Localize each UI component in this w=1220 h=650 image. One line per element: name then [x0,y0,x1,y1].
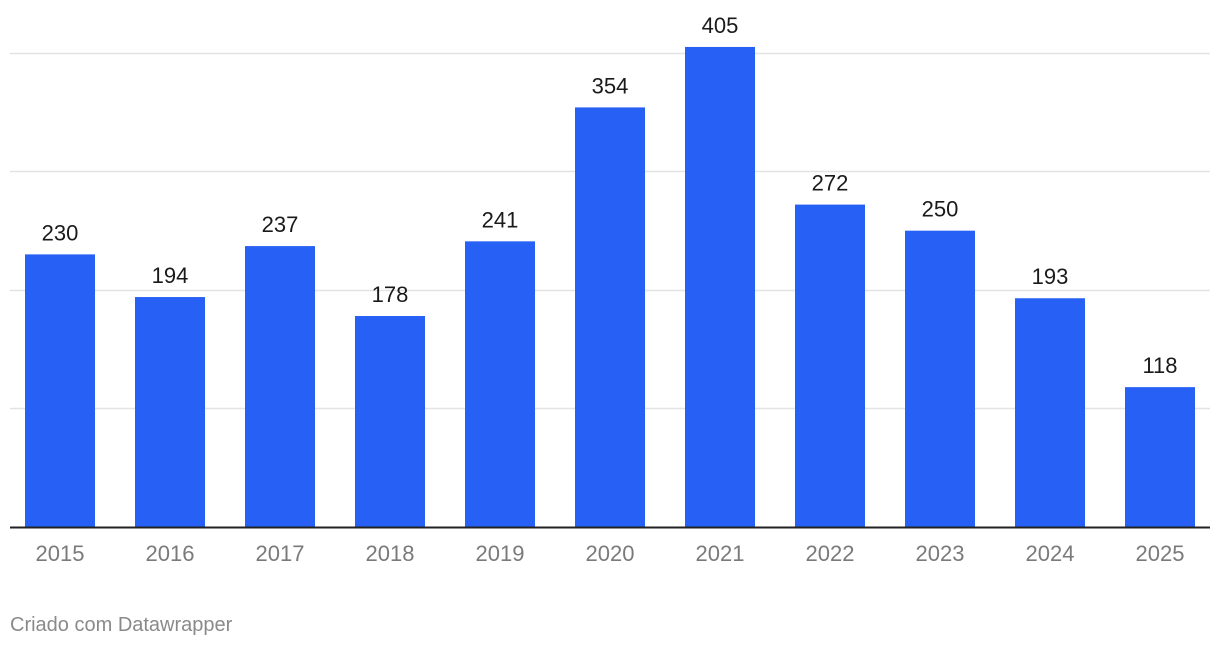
data-label-2023: 250 [922,197,959,222]
x-tick-label-2017: 2017 [256,541,305,566]
x-tick-label-2015: 2015 [36,541,85,566]
bar-2018 [355,316,425,527]
bar-2017 [245,246,315,527]
x-tick-label-2022: 2022 [806,541,855,566]
data-label-2024: 193 [1032,264,1069,289]
bar-2016 [135,297,205,527]
x-tick-label-2018: 2018 [366,541,415,566]
bar-2020 [575,107,645,527]
x-tick-label-2020: 2020 [586,541,635,566]
data-labels: 230 194 237 178 241 354 405 272 250 193 118 [42,13,1178,378]
bar-2023 [905,230,975,528]
datawrapper-credit: Criado com Datawrapper [10,614,233,636]
x-tick-label-2016: 2016 [146,541,195,566]
x-axis-tick-labels: 2015 2016 2017 2018 2019 2020 2021 2022 2023 2024… [36,541,1185,566]
bars [25,46,1195,528]
bar-2024 [1015,298,1085,527]
x-tick-label-2024: 2024 [1026,541,1075,566]
data-label-2015: 230 [42,220,79,245]
data-label-2020: 354 [592,73,629,98]
data-label-2021: 405 [702,13,739,38]
data-label-2025: 118 [1142,353,1177,378]
data-label-2022: 272 [812,171,849,196]
x-tick-label-2023: 2023 [916,541,965,566]
bar-2025 [1125,387,1195,527]
bar-2015 [25,254,95,528]
x-tick-label-2019: 2019 [476,541,525,566]
data-label-2018: 178 [372,282,409,307]
data-label-2017: 237 [262,212,299,237]
bar-2021 [685,46,755,528]
bar-2019 [465,241,535,527]
bar-2022 [795,204,865,528]
x-tick-label-2025: 2025 [1136,541,1185,566]
data-label-2019: 241 [482,207,519,232]
x-tick-label-2021: 2021 [696,541,745,566]
data-label-2016: 194 [152,263,189,288]
